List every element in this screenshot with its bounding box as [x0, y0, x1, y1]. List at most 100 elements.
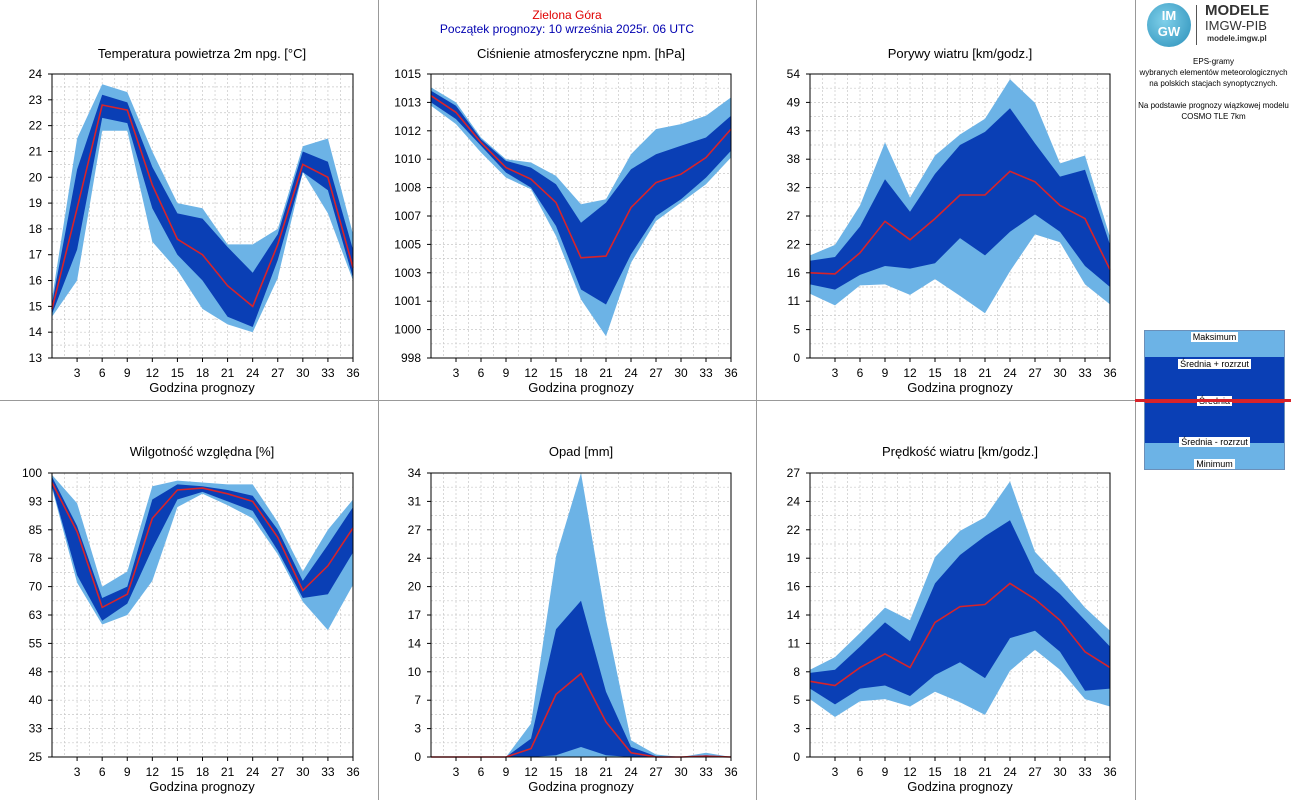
chart-3-x-tick-label: 9	[882, 366, 889, 380]
chart-3-x-axis-label: Godzina prognozy	[907, 380, 1013, 395]
chart-4-x-tick-label: 15	[171, 765, 185, 779]
chart-4-x-tick-label: 24	[246, 765, 260, 779]
chart-2-y-tick-label: 1015	[394, 67, 421, 81]
chart-4-title: Wilgotność względna [%]	[130, 444, 275, 459]
chart-3-x-tick-label: 27	[1028, 366, 1042, 380]
chart-6-y-tick-label: 11	[788, 636, 801, 650]
chart-3-x-tick-label: 21	[978, 366, 992, 380]
chart-3-x-tick-label: 3	[832, 366, 839, 380]
chart-2-y-tick-label: 1003	[394, 266, 421, 280]
chart-1-y-tick-label: 23	[29, 93, 43, 107]
chart-3-y-tick-label: 16	[787, 266, 801, 280]
chart-2-x-tick-label: 21	[599, 366, 613, 380]
chart-6-x-tick-label: 12	[903, 765, 917, 779]
chart-1-x-tick-label: 18	[196, 366, 210, 380]
chart-4-y-tick-label: 55	[29, 636, 43, 650]
chart-3-y-tick-label: 0	[793, 351, 800, 365]
imgw-logo: IM GW MODELE IMGW-PIB modele.imgw.pl	[1142, 0, 1290, 50]
chart-2-y-tick-label: 1001	[394, 294, 421, 308]
chart-1-y-tick-label: 20	[29, 170, 43, 184]
chart-4-y-tick-label: 33	[29, 722, 43, 736]
chart-5-y-tick-label: 7	[414, 693, 421, 707]
chart-5-y-tick-label: 10	[408, 665, 422, 679]
chart-5-y-tick-label: 3	[414, 722, 421, 736]
chart-3-y-tick-label: 43	[787, 124, 801, 138]
chart-3-y-tick-label: 22	[787, 237, 801, 251]
chart-5-x-tick-label: 3	[453, 765, 460, 779]
legend-mean-plus-label: Średnia + rozrzut	[1178, 359, 1251, 369]
logo-globe-icon: IM GW	[1147, 3, 1191, 47]
chart-2-y-tick-label: 1005	[394, 237, 421, 251]
chart-6-band-spread	[810, 520, 1110, 705]
chart-2-x-tick-label: 3	[453, 366, 460, 380]
chart-1-x-tick-label: 24	[246, 366, 260, 380]
chart-6-y-tick-label: 16	[787, 580, 801, 594]
sidebar-line-2: wybranych elementów meteorologicznych	[1139, 68, 1288, 77]
chart-1-x-tick-label: 36	[346, 366, 360, 380]
chart-6-x-tick-label: 18	[953, 765, 967, 779]
chart-1-y-tick-label: 24	[29, 67, 43, 81]
logo-mark: IM GW	[1157, 8, 1181, 39]
chart-5-x-tick-label: 24	[624, 765, 638, 779]
chart-1-x-tick-label: 27	[271, 366, 285, 380]
chart-2-band-min-max	[431, 87, 731, 337]
chart-1-x-axis-label: Godzina prognozy	[149, 380, 255, 395]
chart-6-x-tick-label: 6	[857, 765, 864, 779]
chart-2-y-tick-label: 1008	[394, 181, 421, 195]
chart-1-x-tick-label: 21	[221, 366, 235, 380]
chart-2-y-tick-label: 1012	[394, 124, 421, 138]
chart-4-y-tick-label: 85	[29, 523, 43, 537]
chart-3-y-tick-label: 38	[787, 152, 801, 166]
chart-3-x-tick-label: 36	[1103, 366, 1117, 380]
chart-3-y-tick-label: 11	[788, 294, 801, 308]
chart-3-band-spread	[810, 108, 1110, 290]
chart-1-x-tick-label: 3	[74, 366, 81, 380]
chart-5-y-tick-label: 17	[408, 608, 422, 622]
chart-1-mean-line	[51, 104, 354, 310]
chart-4-y-tick-label: 78	[29, 551, 43, 565]
chart-1-y-tick-label: 13	[29, 351, 43, 365]
chart-5-x-tick-label: 9	[503, 765, 510, 779]
chart-5-y-tick-label: 0	[414, 750, 421, 764]
sidebar-line-6: COSMO TLE 7km	[1181, 112, 1246, 121]
chart-5-x-tick-label: 36	[724, 765, 738, 779]
chart-5-y-tick-label: 24	[408, 551, 422, 565]
chart-3-x-tick-label: 15	[928, 366, 942, 380]
chart-6-x-axis-label: Godzina prognozy	[907, 779, 1013, 794]
chart-4-x-tick-label: 18	[196, 765, 210, 779]
chart-3-x-tick-label: 18	[953, 366, 967, 380]
chart-5-x-tick-label: 33	[699, 765, 713, 779]
sidebar-line-3: na polskich stacjach synoptycznych.	[1149, 79, 1278, 88]
chart-5-x-tick-label: 12	[524, 765, 538, 779]
chart-1-band-min-max	[52, 84, 353, 333]
chart-6-x-tick-label: 27	[1028, 765, 1042, 779]
chart-3-y-tick-label: 54	[787, 67, 801, 81]
chart-5-y-tick-label: 20	[408, 580, 422, 594]
chart-6-y-tick-label: 27	[787, 466, 801, 480]
chart-1-y-tick-label: 17	[29, 248, 43, 262]
chart-5-x-tick-label: 30	[674, 765, 688, 779]
chart-6-x-tick-label: 33	[1078, 765, 1092, 779]
chart-5-title: Opad [mm]	[549, 444, 613, 459]
chart-5-x-tick-label: 6	[478, 765, 485, 779]
chart-4-y-tick-label: 48	[29, 665, 43, 679]
chart-2-x-tick-label: 33	[699, 366, 713, 380]
chart-3-y-tick-label: 49	[787, 95, 801, 109]
chart-4-x-tick-label: 36	[346, 765, 360, 779]
chart-2-x-tick-label: 15	[549, 366, 563, 380]
chart-2-y-tick-label: 1010	[394, 152, 421, 166]
chart-1-y-tick-label: 14	[29, 325, 43, 339]
chart-2-x-tick-label: 30	[674, 366, 688, 380]
chart-1-x-tick-label: 33	[321, 366, 335, 380]
chart-5-band-spread	[431, 600, 731, 757]
chart-1-x-tick-label: 6	[99, 366, 106, 380]
legend-mean-line-extension	[1135, 399, 1291, 402]
chart-4-mean-line	[51, 482, 354, 609]
chart-2-band-spread	[431, 90, 731, 305]
chart-5-y-tick-label: 27	[408, 523, 422, 537]
legend-min-label: Minimum	[1194, 459, 1235, 469]
chart-4-y-tick-label: 70	[29, 580, 43, 594]
horizontal-divider	[0, 400, 1291, 401]
chart-5-x-tick-label: 15	[549, 765, 563, 779]
chart-6-title: Prędkość wiatru [km/godz.]	[882, 444, 1038, 459]
